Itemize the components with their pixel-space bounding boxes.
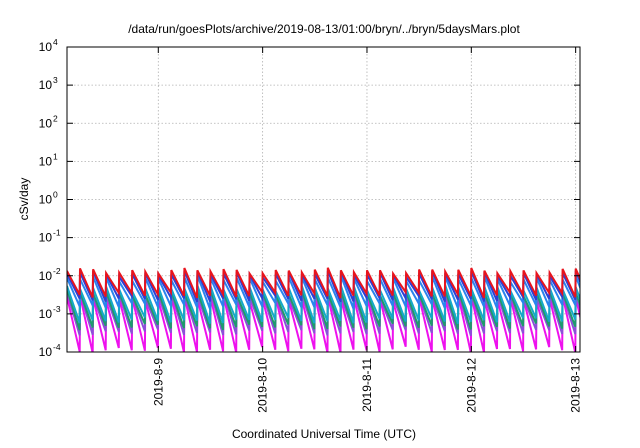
- y-axis-label: cSv/day: [17, 178, 31, 221]
- y-tick-exponent: 4: [53, 37, 58, 47]
- y-tick-label: 10: [39, 307, 53, 321]
- y-tick-exponent: -1: [53, 228, 61, 238]
- x-axis-label: Coordinated Universal Time (UTC): [232, 427, 416, 441]
- y-tick-exponent: 0: [53, 190, 58, 200]
- x-tick-label: 2019-8-10: [256, 358, 270, 413]
- x-tick-label: 2019-8-11: [360, 358, 374, 412]
- x-tick-label: 2019-8-12: [464, 358, 478, 413]
- y-tick-label: 10: [39, 40, 53, 54]
- y-tick-label: 10: [39, 154, 53, 168]
- y-tick-exponent: -3: [53, 304, 61, 314]
- y-tick-exponent: 2: [53, 113, 58, 123]
- x-tick-label: 2019-8-13: [569, 358, 583, 413]
- y-tick-exponent: 3: [53, 75, 58, 85]
- y-tick-label: 10: [39, 345, 53, 359]
- y-tick-exponent: -2: [53, 266, 61, 276]
- y-tick-label: 10: [39, 231, 53, 245]
- y-tick-exponent: -4: [53, 342, 61, 352]
- chart-title: /data/run/goesPlots/archive/2019-08-13/0…: [128, 22, 520, 36]
- y-tick-label: 10: [39, 269, 53, 283]
- y-tick-label: 10: [39, 193, 53, 207]
- x-tick-label: 2019-8-9: [151, 358, 165, 406]
- y-tick-label: 10: [39, 78, 53, 92]
- y-tick-exponent: 1: [53, 151, 58, 161]
- y-tick-label: 10: [39, 116, 53, 130]
- series-group: [67, 267, 580, 352]
- grid: [67, 47, 580, 352]
- x-axis: 2019-8-9 2019-8-10 2019-8-11 2019-8-12 2019-…: [151, 47, 583, 413]
- series-line: [67, 267, 580, 299]
